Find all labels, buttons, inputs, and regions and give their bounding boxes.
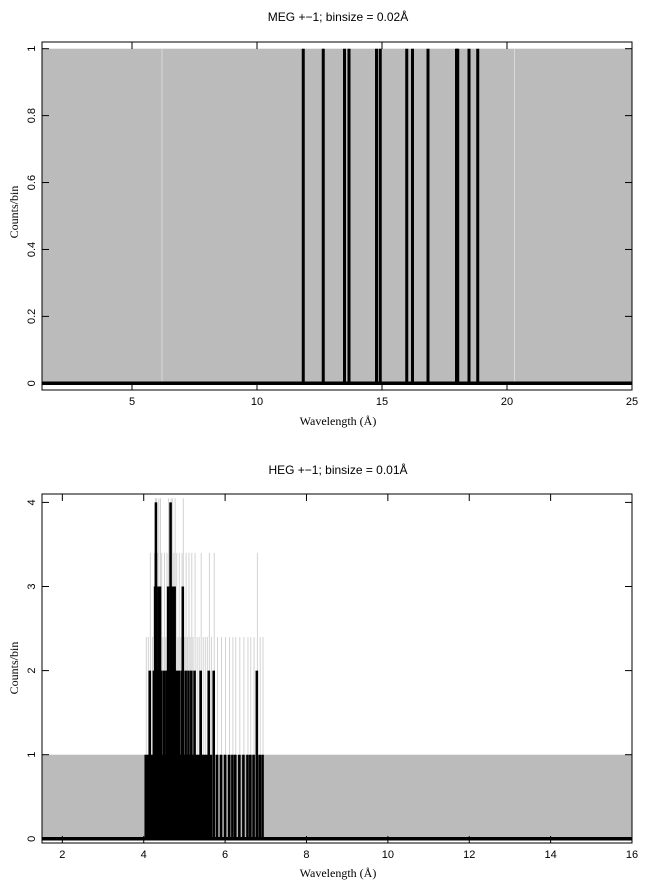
meg-x-axis-label: Wavelength (Å) xyxy=(300,414,377,428)
heg-x-axis-label: Wavelength (Å) xyxy=(300,866,377,880)
meg-y-tick-label: 0 xyxy=(26,380,38,386)
meg-y-tick-label: 1 xyxy=(26,46,38,52)
meg-x-tick-label: 15 xyxy=(376,396,388,408)
heg-x-tick-label: 12 xyxy=(463,849,475,861)
meg-y-tick-label: 0.8 xyxy=(26,108,38,123)
meg-x-tick-label: 25 xyxy=(626,396,638,408)
meg-x-tick-label: 20 xyxy=(501,396,513,408)
heg-x-tick-label: 6 xyxy=(222,849,228,861)
heg-x-tick-label: 2 xyxy=(59,849,65,861)
heg-chart-title: HEG +−1; binsize = 0.01Å xyxy=(268,462,407,477)
heg-y-tick-label: 2 xyxy=(26,668,38,674)
heg-y-tick-label: 1 xyxy=(26,752,38,758)
meg-chart-title: MEG +−1; binsize = 0.02Å xyxy=(268,9,408,24)
meg-background-region xyxy=(42,48,632,384)
heg-y-axis-label: Counts/bin xyxy=(7,642,21,695)
heg-background-region xyxy=(42,754,632,839)
heg-x-tick-label: 10 xyxy=(382,849,394,861)
meg-y-tick-label: 0.4 xyxy=(26,242,38,257)
heg-y-tick-label: 4 xyxy=(26,499,38,505)
meg-x-tick-label: 5 xyxy=(129,396,135,408)
heg-x-tick-label: 4 xyxy=(141,849,147,861)
heg-x-tick-label: 14 xyxy=(544,849,556,861)
heg-x-tick-label: 16 xyxy=(626,849,638,861)
meg-plot-frame xyxy=(41,41,633,391)
meg-panel: 5 10 15 20 25 0 0.2 0.4 0.6 0.8 1 MEG +−1; binsize … xyxy=(7,9,638,428)
meg-y-tick-label: 0.2 xyxy=(26,309,38,324)
meg-x-tick-label: 10 xyxy=(251,396,263,408)
heg-x-tick-label: 8 xyxy=(303,849,309,861)
heg-y-tick-label: 3 xyxy=(26,583,38,589)
heg-plot-frame xyxy=(41,493,633,844)
meg-y-tick-label: 0.6 xyxy=(26,175,38,190)
heg-y-tick-label: 0 xyxy=(26,836,38,842)
meg-y-axis-label: Counts/bin xyxy=(7,186,21,239)
